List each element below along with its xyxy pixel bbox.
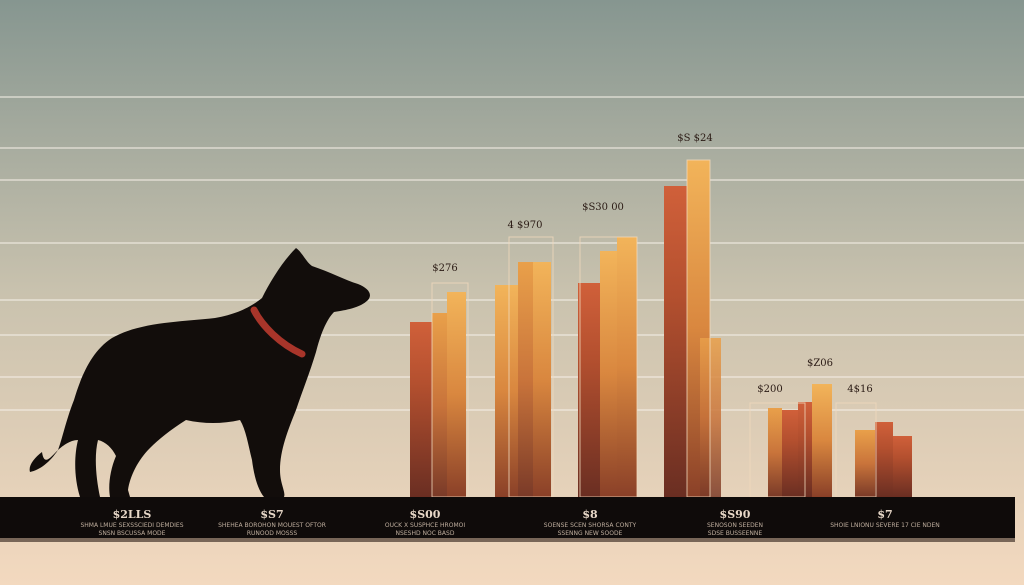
bar-label: $S30 00 — [582, 202, 624, 213]
base-value: $S90 — [720, 508, 751, 521]
base-bar — [0, 497, 1015, 538]
bars — [410, 159, 912, 498]
bar-label: $S $24 — [677, 133, 712, 144]
bar-label: 4$16 — [847, 384, 872, 395]
bar-label: 4 $970 — [508, 220, 543, 231]
base-value: $8 — [582, 508, 598, 521]
base-caption: SSENNG NEW SOODE — [558, 530, 623, 537]
header-labels: $S $24 $S30 00 4 $970 $276 $Z06 $200 4$1… — [432, 133, 872, 395]
bar-label: $276 — [432, 263, 457, 274]
base-shadow — [0, 538, 1015, 542]
base-caption: SDSE BUSSEENNE — [708, 530, 763, 537]
base-caption: NSESHD NOC BASD — [396, 530, 455, 537]
base-caption: SHMA LMUE SEXSSCIEDI DEMDIES — [80, 522, 183, 529]
bar-label: $200 — [757, 384, 782, 395]
base-value: $2LLS — [113, 508, 152, 521]
base-caption: SNSN BSCUSSA MODE — [99, 530, 166, 537]
base-value: $S7 — [260, 508, 283, 521]
base-value: $S00 — [410, 508, 441, 521]
base-value: $7 — [877, 508, 892, 521]
dog-silhouette — [29, 248, 370, 497]
base-caption: SHOIE LNIONU SEVERE 17 CIE NDEN — [830, 522, 940, 529]
base-caption: SENOSON SEEDEN — [707, 522, 763, 529]
base-caption: SOENSE SCEN SHORSA CONTY — [544, 522, 637, 529]
dog-collar — [250, 306, 306, 358]
base-caption: SHEHEA BOROHON MOUEST OFTOR — [218, 522, 326, 529]
base-caption: OUCK X SUSPHCE HROMOI — [385, 522, 465, 529]
bar-label: $Z06 — [807, 358, 833, 369]
base-caption: RUNOOD MOSSS — [247, 530, 298, 537]
